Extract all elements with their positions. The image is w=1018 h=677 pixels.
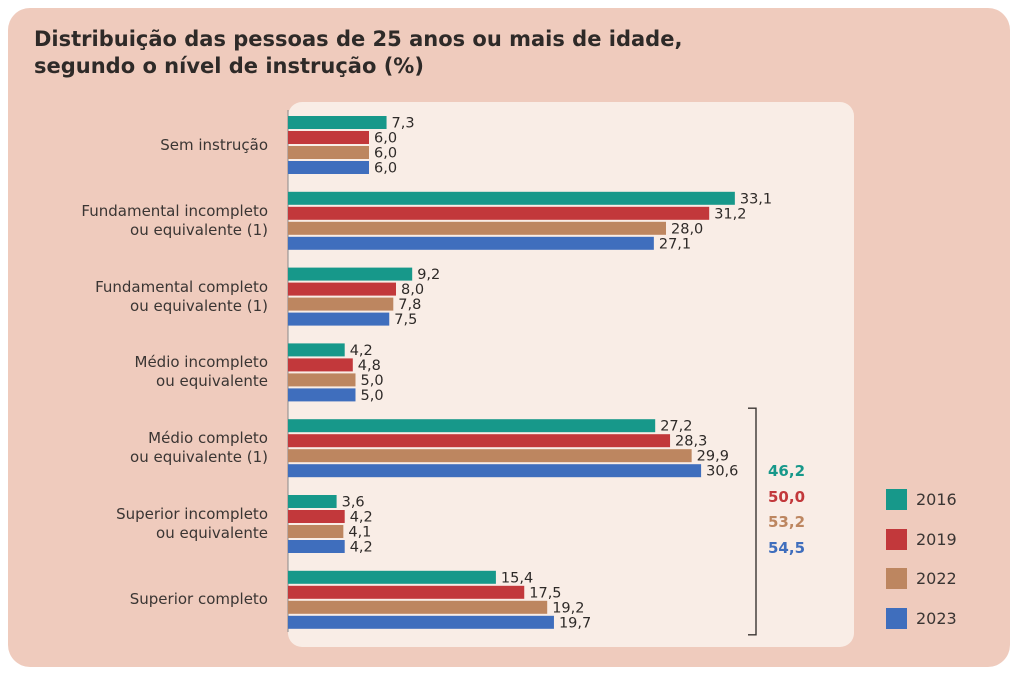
category-label-line: Médio completo [148, 429, 268, 448]
value-label-2019-sem-instrucao: 6,0 [374, 131, 397, 147]
total-label-2016: 46,2 [768, 462, 806, 480]
value-label-2022-fundamental-incompleto: 28,0 [671, 221, 703, 237]
chart-title-line-2: segundo o nível de instrução (%) [34, 54, 424, 78]
category-label-medio-incompleto: Médio incompleto ou equivalente [10, 353, 269, 391]
bar-2019-fundamental-incompleto [288, 206, 710, 220]
value-label-2016-sem-instrucao: 7,3 [392, 116, 415, 132]
bar-2016-superior-completo [288, 570, 496, 584]
category-label-line: Sem instrução [160, 135, 268, 154]
category-label-line: ou equivalente (1) [130, 220, 268, 239]
category-label-line: Superior completo [129, 590, 268, 609]
bar-2016-medio-incompleto [288, 343, 345, 357]
value-label-2023-fundamental-completo: 7,5 [394, 312, 417, 328]
value-label-2016-superior-incompleto: 3,6 [342, 495, 365, 511]
bar-2022-fundamental-incompleto [288, 221, 666, 235]
legend-swatch [886, 568, 907, 589]
value-label-2022-superior-incompleto: 4,1 [348, 525, 371, 541]
bar-2016-fundamental-completo [288, 267, 413, 281]
value-label-2016-medio-incompleto: 4,2 [350, 343, 373, 359]
bar-2023-superior-completo [288, 615, 554, 629]
value-label-2023-medio-incompleto: 5,0 [361, 388, 384, 404]
category-label-fundamental-completo: Fundamental completo ou equivalente (1) [10, 278, 268, 316]
bar-2023-fundamental-completo [288, 312, 390, 326]
value-label-2016-fundamental-completo: 9,2 [417, 267, 440, 283]
value-label-2023-fundamental-incompleto: 27,1 [659, 236, 691, 252]
value-label-2016-medio-completo: 27,2 [660, 419, 692, 435]
bar-2016-sem-instrucao [288, 116, 387, 129]
bar-2023-medio-incompleto [288, 388, 356, 402]
category-label-line: Médio incompleto [134, 353, 269, 372]
category-label-superior-incompleto: Superior incompleto ou equivalente [10, 505, 268, 543]
bar-2019-sem-instrucao [288, 131, 369, 144]
total-label-2022: 53,2 [768, 513, 806, 531]
category-label-superior-completo: Superior completo [10, 590, 268, 609]
bar-2022-superior-completo [288, 600, 548, 614]
legend-label: 2023 [916, 608, 957, 628]
category-label-line: ou equivalente [156, 372, 268, 391]
bar-2022-fundamental-completo [288, 297, 394, 311]
value-label-2022-superior-completo: 19,2 [552, 600, 584, 616]
value-label-2019-superior-completo: 17,5 [529, 585, 561, 601]
category-label-sem-instrucao: Sem instrução [10, 136, 268, 155]
legend-label: 2022 [916, 569, 957, 588]
category-label-medio-completo: Médio completo ou equivalente (1) [10, 429, 268, 467]
value-label-2019-superior-incompleto: 4,2 [350, 510, 373, 526]
value-label-2022-fundamental-completo: 7,8 [398, 297, 421, 313]
bracket-line [748, 407, 757, 636]
bar-2016-medio-completo [288, 419, 656, 433]
category-label-line: ou equivalente (1) [130, 448, 268, 467]
value-label-2016-fundamental-incompleto: 33,1 [740, 191, 772, 207]
value-label-2022-sem-instrucao: 6,0 [374, 146, 397, 162]
value-label-2022-medio-incompleto: 5,0 [361, 373, 384, 389]
bar-2019-medio-incompleto [288, 358, 353, 372]
value-label-2023-superior-completo: 19,7 [559, 615, 591, 631]
category-label-line: Fundamental completo [95, 277, 268, 296]
bar-2016-superior-incompleto [288, 495, 337, 508]
value-label-2022-medio-completo: 29,9 [697, 449, 729, 465]
chart-title-line-1: Distribuição das pessoas de 25 anos ou m… [34, 27, 683, 51]
bar-2016-fundamental-incompleto [288, 191, 735, 205]
bar-2023-superior-incompleto [288, 540, 345, 553]
value-label-2019-medio-incompleto: 4,8 [358, 358, 381, 374]
legend-label: 2016 [916, 490, 957, 509]
bar-2019-fundamental-completo [288, 282, 396, 296]
value-label-2023-medio-completo: 30,6 [706, 464, 738, 480]
legend-swatch [886, 528, 907, 550]
category-label-line: ou equivalente (1) [130, 296, 268, 315]
value-label-2019-fundamental-incompleto: 31,2 [714, 206, 746, 222]
bar-2019-medio-completo [288, 434, 671, 448]
value-label-2019-fundamental-completo: 8,0 [401, 282, 424, 298]
bar-2022-sem-instrucao [288, 146, 369, 159]
total-label-2023: 54,5 [768, 538, 806, 557]
legend-swatch [886, 489, 907, 510]
bar-2023-fundamental-incompleto [288, 236, 654, 250]
legend-swatch [886, 607, 907, 629]
bar-2022-medio-incompleto [288, 373, 356, 387]
bar-2022-medio-completo [288, 449, 692, 463]
value-label-2023-sem-instrucao: 6,0 [374, 161, 397, 177]
bar-2022-superior-incompleto [288, 525, 344, 538]
category-label-line: ou equivalente [156, 524, 268, 542]
category-label-line: Fundamental incompleto [81, 201, 268, 220]
category-label-fundamental-incompleto: Fundamental incompleto ou equivalente (1) [10, 202, 268, 240]
chart-title: Distribuição das pessoas de 25 anos ou m… [34, 26, 682, 80]
bar-2023-sem-instrucao [288, 161, 369, 174]
legend-label: 2019 [916, 529, 957, 549]
total-label-2019: 50,0 [768, 487, 806, 506]
value-label-2023-superior-incompleto: 4,2 [350, 540, 373, 556]
bar-2019-superior-incompleto [288, 510, 345, 523]
value-label-2019-medio-completo: 28,3 [675, 434, 707, 450]
category-label-line: Superior incompleto [116, 505, 268, 523]
bar-2019-superior-completo [288, 585, 525, 599]
value-label-2016-superior-completo: 15,4 [501, 570, 533, 586]
bar-2023-medio-completo [288, 464, 702, 478]
